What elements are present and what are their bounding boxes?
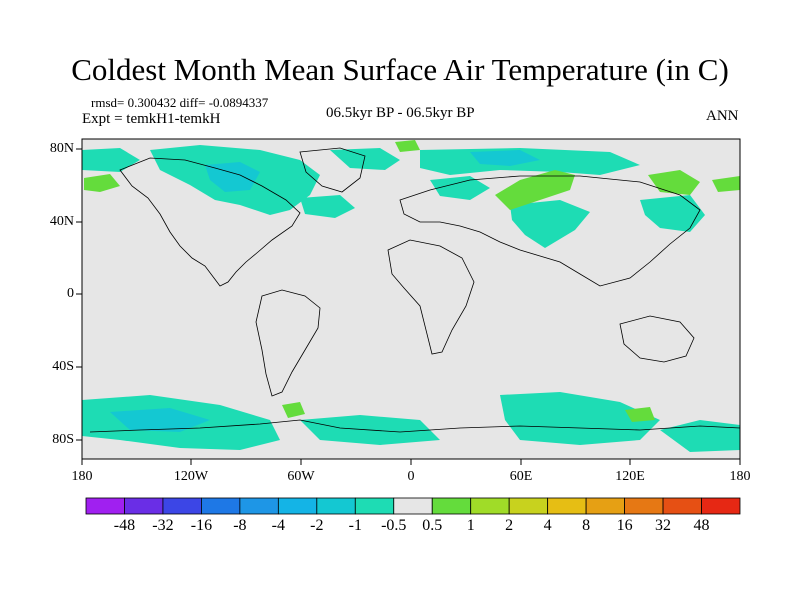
experiment-label: Expt = temkH1-temkH — [82, 111, 221, 127]
colorbar-box — [508, 497, 549, 515]
colorbar-box — [162, 497, 202, 515]
rmsd-diff-stats: rmsd= 0.300432 diff= -0.0894337 — [91, 95, 268, 111]
diff-value: -0.0894337 — [208, 95, 269, 110]
lat-label-0: 0 — [67, 286, 74, 301]
colorbar-box — [393, 497, 433, 515]
warm-patch-arctic — [395, 140, 420, 152]
colorbar-label: -16 — [190, 517, 213, 534]
diff-label: diff= — [179, 95, 206, 110]
rmsd-value: 0.300432 — [127, 95, 177, 110]
colorbar-label: -32 — [152, 517, 174, 534]
colorbar-label: 2 — [505, 517, 514, 534]
colorbar-label: -2 — [310, 517, 324, 534]
lon-label-60w: 60W — [287, 469, 315, 484]
season-label: ANN — [706, 108, 739, 124]
lat-label-40n: 40N — [49, 214, 74, 229]
cool-band-indian-ocean — [500, 392, 660, 445]
colorbar-box — [85, 497, 125, 515]
colorbar-box — [316, 497, 356, 515]
coast-africa — [387, 239, 475, 355]
colorbar-label: -0.5 — [381, 517, 407, 534]
colorbar-box — [201, 497, 241, 515]
coast-south-america — [255, 289, 321, 397]
lon-label-120e: 120E — [615, 469, 645, 484]
colorbar-label: 0.5 — [422, 517, 443, 534]
colorbar-label: 16 — [616, 517, 633, 534]
cool-patch-east-asia — [640, 195, 705, 232]
lon-label-0: 0 — [407, 469, 415, 484]
cool-patch-greenland-sea — [330, 148, 400, 170]
rmsd-label: rmsd= — [91, 95, 125, 110]
axis-ticks — [76, 148, 741, 465]
colorbar-box — [585, 497, 625, 515]
lat-label-80n: 80N — [49, 141, 74, 156]
coast-antarctica — [89, 419, 741, 433]
colorbar-box — [431, 497, 472, 515]
colorbar-label: 1 — [466, 517, 475, 534]
colorbar-box — [547, 497, 587, 515]
colorbar-box — [470, 497, 510, 515]
coast-australia — [619, 315, 695, 363]
period-label: 06.5kyr BP - 06.5kyr BP — [326, 105, 475, 121]
coast-eurasia — [399, 175, 701, 287]
colorbar-box — [701, 497, 741, 515]
lon-label-180e: 180 — [729, 469, 751, 484]
cooler-patch-south-pacific — [110, 408, 210, 432]
colorbar-label: 4 — [543, 517, 552, 534]
warm-patch-siberia — [495, 170, 575, 210]
coastlines — [89, 147, 741, 433]
lon-label-60e: 60E — [509, 469, 533, 484]
colorbar-box — [624, 497, 664, 515]
cool-patch-atlantic — [300, 195, 355, 218]
colorbar-box — [277, 497, 318, 515]
colorbar-label: -1 — [348, 517, 362, 534]
cool-band-east-antarctica — [660, 420, 740, 452]
colorbar-box — [124, 497, 164, 515]
colorbar-box — [354, 497, 395, 515]
cool-patch-central-asia — [510, 200, 590, 248]
colorbar-label: -4 — [271, 517, 285, 534]
warm-patch-east-siberia — [712, 176, 740, 192]
lon-label-120w: 120W — [173, 469, 209, 484]
warm-patch-west-alaska — [84, 174, 120, 192]
lon-label-180w: 180 — [71, 469, 93, 484]
warm-patch-ross — [625, 407, 655, 422]
cooler-patch-siberia — [470, 150, 540, 166]
colorbar-box — [239, 497, 279, 515]
anomaly-contours — [82, 140, 740, 452]
cool-patch-russia — [430, 176, 490, 200]
colorbar-box — [662, 497, 702, 515]
colorbar-label: -8 — [233, 517, 247, 534]
lat-label-40s: 40S — [52, 359, 74, 374]
coast-north-america — [119, 157, 301, 287]
colorbar-label: -48 — [113, 517, 136, 534]
cooler-patch-canada — [205, 162, 260, 192]
cool-patch-alaska — [82, 148, 140, 172]
warm-patch-weddell — [282, 402, 305, 418]
coast-greenland — [299, 147, 366, 193]
lat-label-80s: 80S — [52, 432, 74, 447]
colorbar-label: 8 — [582, 517, 591, 534]
chart-title: Coldest Month Mean Surface Air Temperatu… — [71, 52, 729, 87]
colorbar-label: 32 — [655, 517, 672, 534]
colorbar-label: 48 — [693, 517, 710, 534]
